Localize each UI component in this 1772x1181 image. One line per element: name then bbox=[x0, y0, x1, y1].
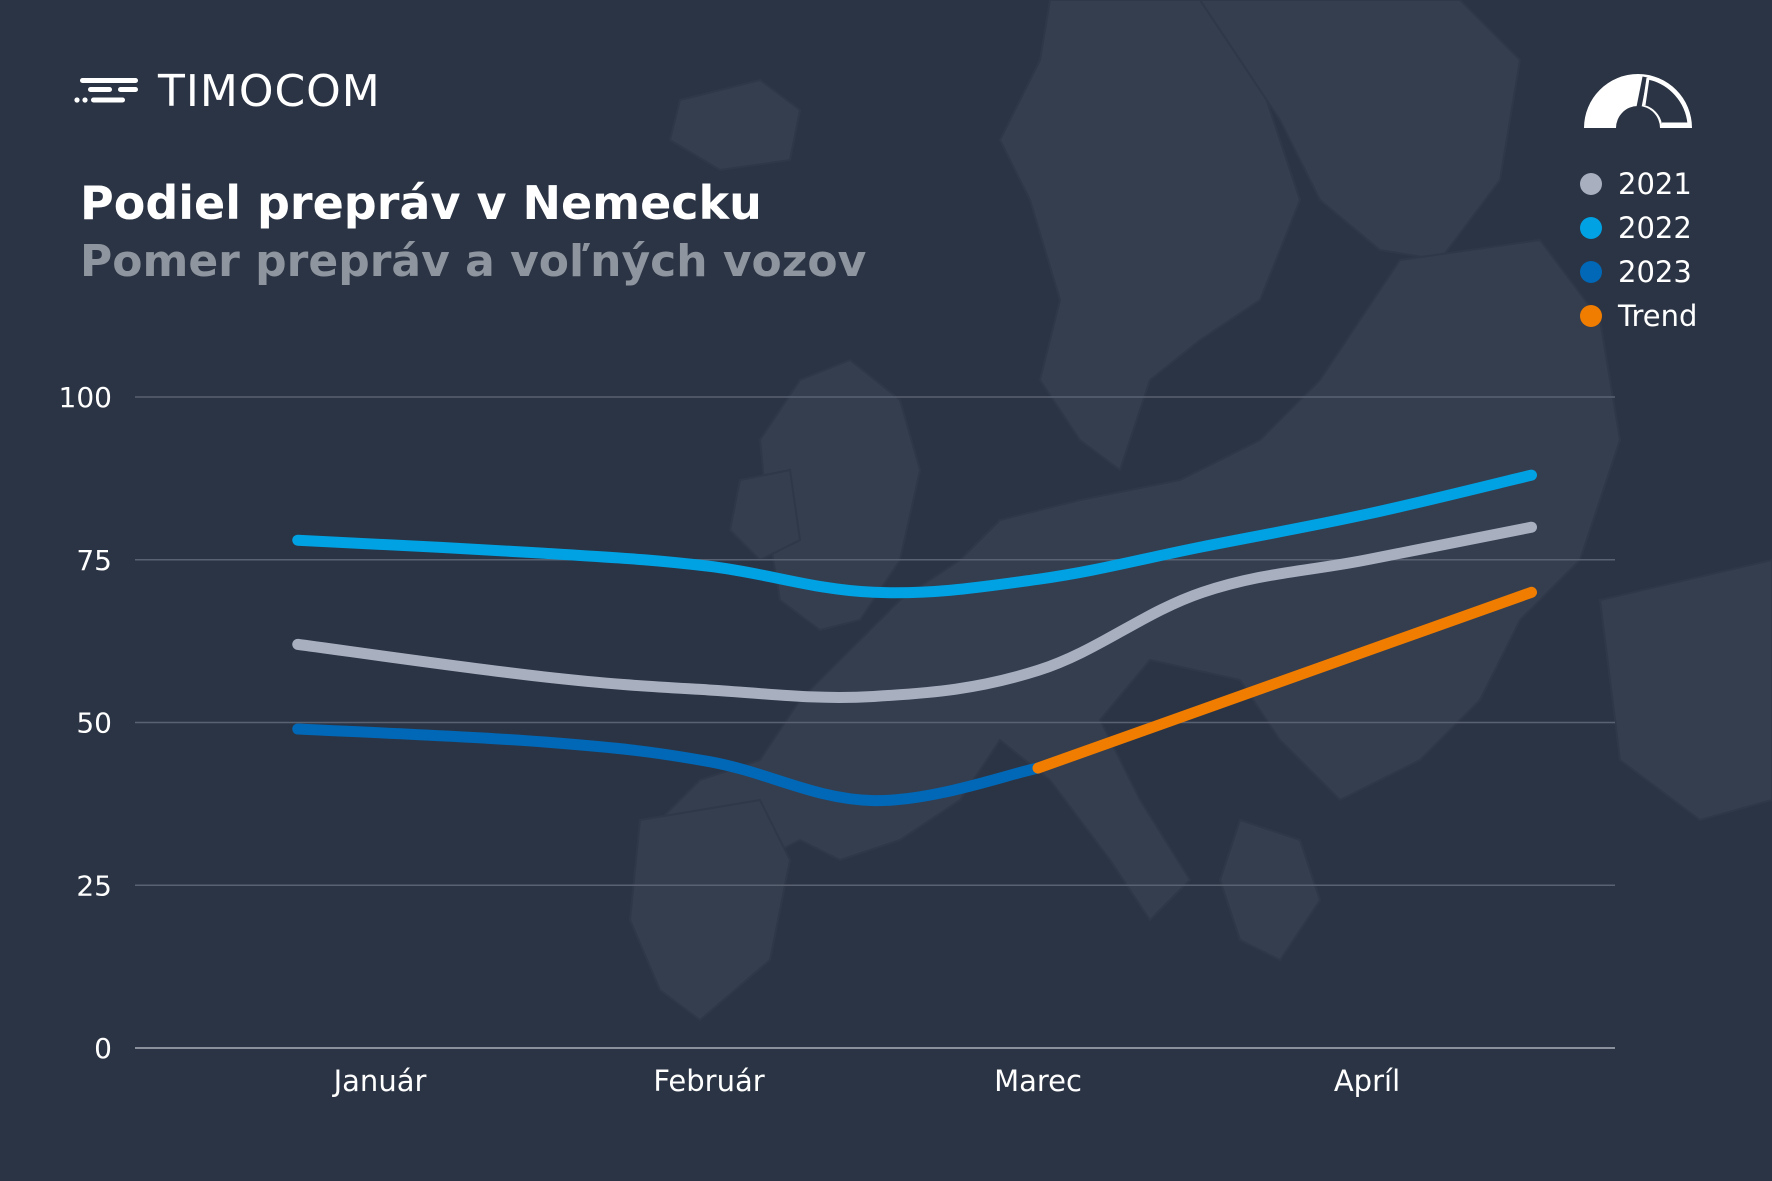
y-tick-label: 75 bbox=[76, 544, 112, 577]
chart-series bbox=[292, 469, 1537, 807]
legend-item-2022: 2022 bbox=[1580, 206, 1697, 250]
legend-label-2021: 2021 bbox=[1618, 167, 1692, 201]
brand-name: TIMOCOM bbox=[158, 65, 381, 117]
y-tick-label: 50 bbox=[76, 707, 112, 740]
series-line-2021 bbox=[292, 521, 1537, 703]
y-tick-label: 100 bbox=[59, 381, 112, 414]
legend-dot-2021 bbox=[1580, 173, 1602, 195]
series-line-2022 bbox=[292, 469, 1537, 599]
x-tick-label: Apríl bbox=[1334, 1064, 1400, 1098]
timocom-logo-icon bbox=[74, 78, 138, 103]
y-axis-ticks: 0 25 50 75 100 bbox=[59, 381, 112, 1065]
series-line-trend bbox=[1032, 586, 1537, 774]
legend-dot-trend bbox=[1580, 305, 1602, 327]
x-tick-label: Január bbox=[332, 1064, 427, 1098]
speedometer-gauge-icon bbox=[1584, 74, 1692, 128]
y-tick-label: 25 bbox=[76, 869, 112, 902]
x-tick-label: Marec bbox=[994, 1064, 1082, 1098]
legend-item-2021: 2021 bbox=[1580, 162, 1697, 206]
x-tick-label: Február bbox=[653, 1064, 764, 1098]
legend-item-2023: 2023 bbox=[1580, 250, 1697, 294]
y-tick-label: 0 bbox=[94, 1032, 112, 1065]
chart-subtitle: Pomer prepráv a voľných vozov bbox=[80, 236, 867, 287]
legend-label-2022: 2022 bbox=[1618, 211, 1692, 245]
chart-legend: 2021 2022 2023 Trend bbox=[1580, 162, 1697, 338]
chart-title: Podiel prepráv v Nemecku bbox=[80, 176, 762, 230]
legend-label-trend: Trend bbox=[1618, 299, 1698, 333]
legend-label-2023: 2023 bbox=[1618, 255, 1692, 289]
chart-grid bbox=[135, 396, 1615, 1049]
x-axis-ticks: Január Február Marec Apríl bbox=[332, 1064, 1401, 1098]
legend-item-trend: Trend bbox=[1580, 294, 1697, 338]
series-line-2023 bbox=[292, 723, 1044, 807]
legend-dot-2023 bbox=[1580, 261, 1602, 283]
timocom-logo: TIMOCOM bbox=[74, 65, 381, 117]
legend-dot-2022 bbox=[1580, 217, 1602, 239]
